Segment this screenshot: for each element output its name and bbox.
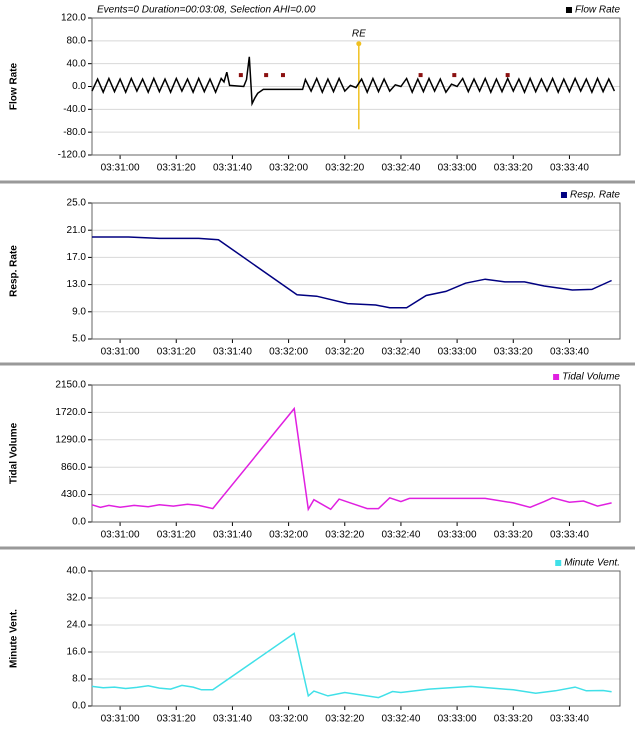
y-tick-label: -80.0	[63, 127, 86, 138]
y-tick-label: 13.0	[67, 279, 87, 290]
x-tick-label: 03:33:00	[438, 714, 477, 725]
x-tick-label: 03:32:00	[269, 347, 308, 358]
legend-label: Minute Vent.	[564, 558, 620, 569]
annotation-dot	[356, 41, 362, 47]
y-axis-label: Flow Rate	[9, 62, 20, 110]
data-line	[92, 236, 612, 309]
legend-label: Resp. Rate	[570, 190, 620, 201]
x-tick-label: 03:33:20	[494, 163, 533, 174]
y-tick-label: 9.0	[72, 306, 86, 317]
x-tick-label: 03:31:00	[101, 347, 140, 358]
x-tick-label: 03:32:20	[325, 347, 364, 358]
y-tick-label: 0.0	[72, 701, 86, 712]
plot-area	[92, 385, 620, 522]
x-tick-label: 03:33:00	[438, 347, 477, 358]
legend-label: Flow Rate	[575, 5, 620, 16]
x-tick-label: 03:33:20	[494, 347, 533, 358]
event-marker	[452, 73, 457, 78]
x-tick-label: 03:31:20	[157, 714, 196, 725]
x-tick-label: 03:33:40	[550, 347, 589, 358]
y-tick-label: 430.0	[61, 489, 86, 500]
y-tick-label: 5.0	[72, 334, 86, 345]
y-tick-label: 40.0	[67, 566, 87, 577]
plot-frame	[91, 202, 621, 340]
plot-frame	[91, 570, 621, 707]
x-tick-label: 03:32:20	[325, 714, 364, 725]
y-tick-label: 21.0	[67, 225, 87, 236]
y-tick-label: 2150.0	[55, 380, 86, 391]
x-tick-label: 03:33:40	[550, 163, 589, 174]
x-tick-label: 03:33:40	[550, 714, 589, 725]
x-tick-label: 03:33:00	[438, 163, 477, 174]
x-tick-label: 03:33:20	[494, 530, 533, 541]
y-axis-label: Resp. Rate	[9, 245, 20, 297]
y-tick-label: 860.0	[61, 462, 86, 473]
x-tick-label: 03:31:20	[157, 163, 196, 174]
event-marker	[505, 73, 510, 78]
x-tick-label: 03:32:40	[381, 530, 420, 541]
y-axis-label: Minute Vent.	[9, 609, 20, 668]
x-tick-label: 03:33:00	[438, 530, 477, 541]
x-tick-label: 03:32:20	[325, 163, 364, 174]
y-tick-label: 24.0	[67, 620, 87, 631]
data-line	[91, 406, 612, 512]
data-line	[91, 56, 616, 107]
x-tick-label: 03:33:40	[550, 530, 589, 541]
legend-swatch	[553, 374, 560, 380]
x-tick-label: 03:31:20	[157, 530, 196, 541]
legend-swatch	[560, 192, 567, 198]
y-tick-label: 120.0	[61, 13, 86, 24]
x-tick-label: 03:32:40	[381, 714, 420, 725]
x-tick-label: 03:32:00	[269, 163, 308, 174]
event-marker	[264, 73, 269, 78]
plot-frame	[91, 17, 621, 156]
chart-title: Events=0 Duration=00:03:08, Selection AH…	[97, 5, 316, 16]
x-tick-label: 03:32:20	[325, 530, 364, 541]
data-line	[91, 632, 612, 699]
x-tick-label: 03:31:00	[101, 530, 140, 541]
y-tick-label: -40.0	[63, 104, 86, 115]
plot-area	[92, 203, 620, 339]
x-tick-label: 03:31:00	[101, 714, 140, 725]
x-tick-label: 03:32:40	[381, 163, 420, 174]
y-tick-label: 0.0	[72, 81, 86, 92]
y-tick-label: 32.0	[67, 593, 87, 604]
y-tick-label: 25.0	[67, 198, 87, 209]
x-tick-label: 03:32:00	[269, 714, 308, 725]
y-tick-label: 8.0	[72, 674, 86, 685]
event-marker	[238, 73, 243, 78]
x-tick-label: 03:31:40	[213, 714, 252, 725]
x-tick-label: 03:31:00	[101, 163, 140, 174]
x-tick-label: 03:32:00	[269, 530, 308, 541]
y-axis-label: Tidal Volume	[9, 422, 20, 484]
plot-frame	[91, 384, 621, 523]
y-tick-label: 1720.0	[55, 407, 86, 418]
y-tick-label: 1290.0	[55, 434, 86, 445]
y-tick-label: 40.0	[67, 58, 87, 69]
x-tick-label: 03:31:40	[213, 163, 252, 174]
y-tick-label: -120.0	[58, 150, 87, 161]
y-tick-label: 17.0	[67, 252, 87, 263]
legend-label: Tidal Volume	[562, 372, 620, 383]
y-tick-label: 0.0	[72, 517, 86, 528]
event-marker	[418, 73, 423, 78]
legend-swatch	[555, 560, 562, 566]
x-tick-label: 03:33:20	[494, 714, 533, 725]
y-tick-label: 80.0	[67, 35, 87, 46]
x-tick-label: 03:31:40	[213, 347, 252, 358]
x-tick-label: 03:31:20	[157, 347, 196, 358]
legend-swatch	[565, 7, 572, 13]
x-tick-label: 03:31:40	[213, 530, 252, 541]
event-marker	[280, 73, 285, 78]
x-tick-label: 03:32:40	[381, 347, 420, 358]
annotation-label: RE	[352, 28, 366, 39]
y-tick-label: 16.0	[67, 647, 87, 658]
plot-area	[92, 571, 620, 706]
